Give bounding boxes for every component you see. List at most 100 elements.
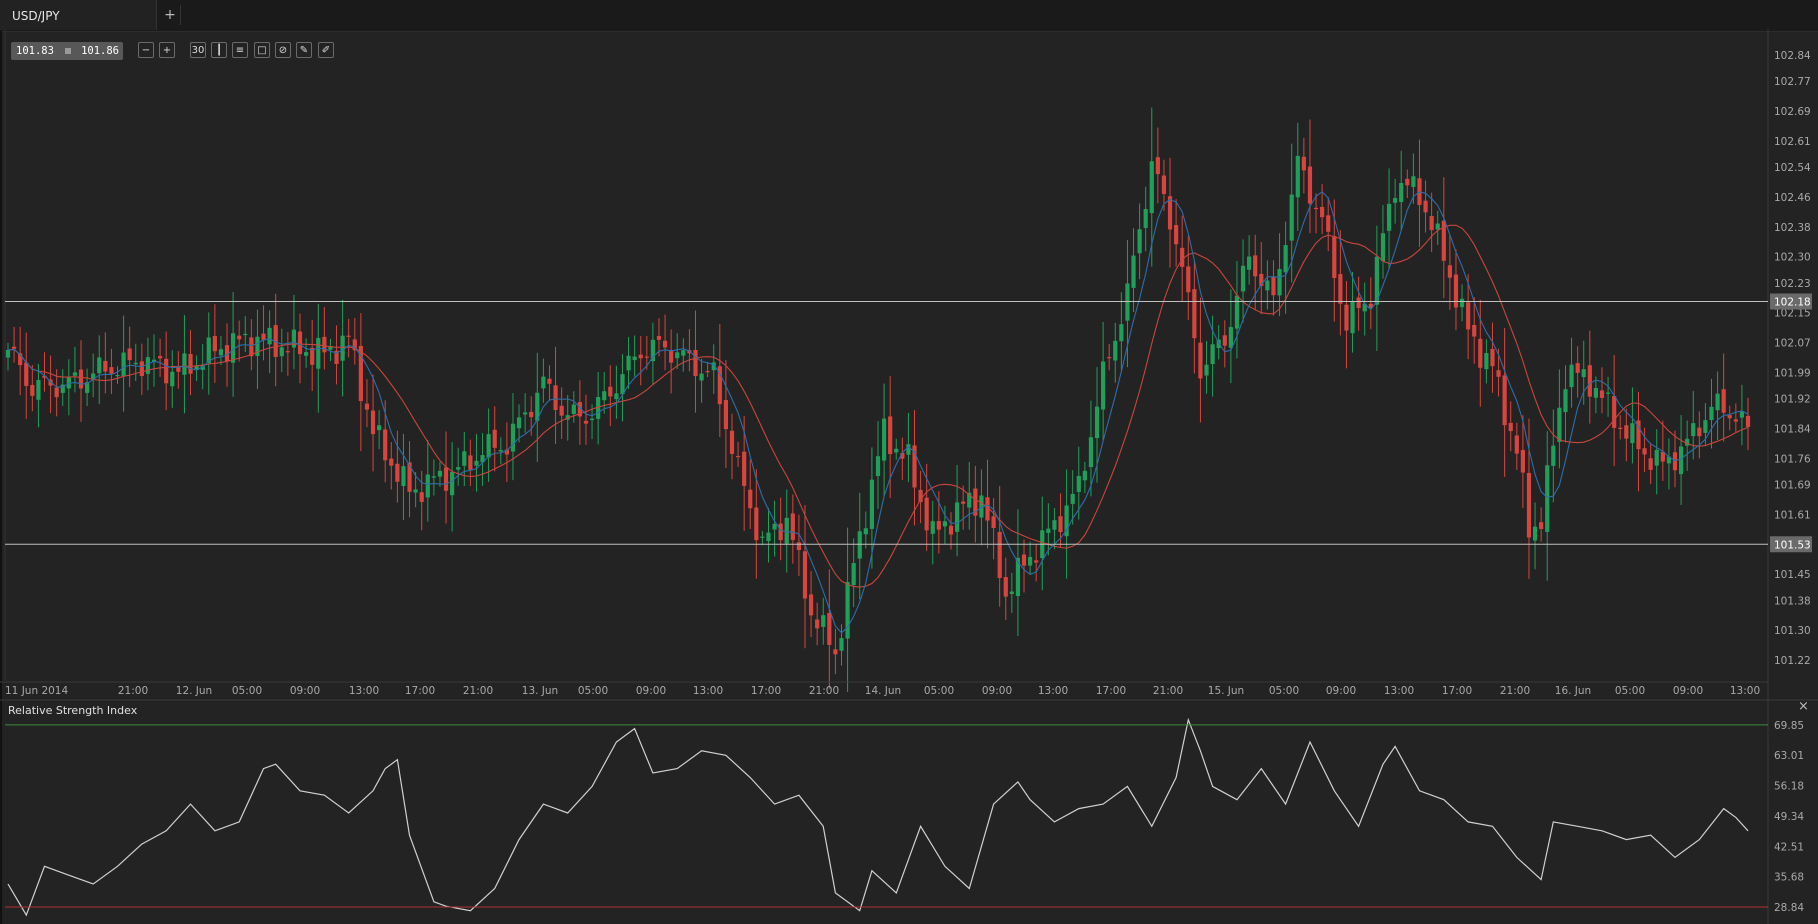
candle-body[interactable] <box>5 350 11 358</box>
candle-body[interactable] <box>961 501 966 504</box>
candle-body[interactable] <box>906 444 911 455</box>
candle-body[interactable] <box>705 371 710 373</box>
candle-body[interactable] <box>869 479 875 529</box>
candle-body[interactable] <box>1605 392 1611 394</box>
candle-body[interactable] <box>401 466 406 487</box>
candle-body[interactable] <box>462 451 467 466</box>
candle-body[interactable] <box>936 521 941 530</box>
candle-body[interactable] <box>991 516 996 529</box>
candle-body[interactable] <box>42 375 47 378</box>
candle-body[interactable] <box>614 393 619 400</box>
candle-body[interactable] <box>1240 265 1246 292</box>
candle-body[interactable] <box>802 551 808 599</box>
candle-body[interactable] <box>273 325 278 357</box>
candle-body[interactable] <box>1076 475 1081 492</box>
candle-body[interactable] <box>1259 273 1264 286</box>
candle-body[interactable] <box>1149 161 1154 214</box>
candle-body[interactable] <box>583 420 589 424</box>
candle-body[interactable] <box>316 337 321 369</box>
candle-body[interactable] <box>11 346 17 349</box>
candle-body[interactable] <box>656 335 662 340</box>
candle-body[interactable] <box>157 356 163 359</box>
candle-body[interactable] <box>468 455 473 470</box>
candle-body[interactable] <box>1447 265 1452 278</box>
candle-body[interactable] <box>596 397 601 419</box>
candle-body[interactable] <box>839 638 844 651</box>
candle-body[interactable] <box>194 365 199 371</box>
candle-body[interactable] <box>328 346 333 350</box>
candle-body[interactable] <box>675 352 680 359</box>
candle-body[interactable] <box>1733 419 1738 422</box>
candle-body[interactable] <box>1612 396 1617 428</box>
candle-body[interactable] <box>1472 324 1477 337</box>
candle-body[interactable] <box>1015 557 1021 597</box>
candle-body[interactable] <box>930 521 935 534</box>
candle-body[interactable] <box>1697 427 1702 437</box>
candle-body[interactable] <box>742 451 747 486</box>
candle-body[interactable] <box>979 495 984 518</box>
candle-body[interactable] <box>1362 303 1367 312</box>
candle-body[interactable] <box>875 456 881 477</box>
candle-body[interactable] <box>918 489 923 503</box>
candle-body[interactable] <box>1113 340 1118 361</box>
candle-body[interactable] <box>1320 206 1325 218</box>
candle-body[interactable] <box>1174 225 1179 245</box>
candle-body[interactable] <box>1636 420 1641 450</box>
candle-body[interactable] <box>973 488 978 516</box>
candle-body[interactable] <box>206 337 211 364</box>
candle-body[interactable] <box>1344 304 1349 331</box>
candle-body[interactable] <box>133 362 138 365</box>
candle-body[interactable] <box>249 337 254 357</box>
candle-body[interactable] <box>103 360 108 372</box>
tab-usdjpy[interactable]: USD/JPY <box>0 0 157 30</box>
candle-body[interactable] <box>1088 437 1094 468</box>
zoom-out-button[interactable]: − <box>138 42 154 58</box>
candle-body[interactable] <box>954 502 960 532</box>
candle-body[interactable] <box>790 513 795 540</box>
candle-body[interactable] <box>1338 274 1343 304</box>
candle-body[interactable] <box>1186 266 1191 293</box>
candle-body[interactable] <box>1739 411 1745 418</box>
candle-body[interactable] <box>1027 556 1033 566</box>
candle-body[interactable] <box>541 376 546 389</box>
candle-body[interactable] <box>650 339 655 362</box>
candle-body[interactable] <box>821 615 826 627</box>
candle-body[interactable] <box>571 404 576 414</box>
candle-body[interactable] <box>395 463 400 482</box>
candle-body[interactable] <box>383 429 388 461</box>
candle-body[interactable] <box>151 359 157 362</box>
candle-body[interactable] <box>364 403 370 410</box>
candle-body[interactable] <box>529 411 534 418</box>
candle-body[interactable] <box>1557 407 1562 442</box>
candle-body[interactable] <box>237 335 242 340</box>
candle-body[interactable] <box>559 405 564 416</box>
candle-body[interactable] <box>1441 220 1446 261</box>
candle-body[interactable] <box>1618 427 1623 429</box>
candle-body[interactable] <box>1593 388 1599 398</box>
candle-body[interactable] <box>851 563 856 586</box>
candle-body[interactable] <box>492 429 497 448</box>
candle-body[interactable] <box>121 352 126 377</box>
candle-body[interactable] <box>60 384 65 393</box>
rsi-close-button[interactable]: × <box>1798 699 1809 714</box>
candle-body[interactable] <box>1034 560 1039 563</box>
candle-body[interactable] <box>760 536 765 538</box>
candle-body[interactable] <box>1058 516 1063 532</box>
candle-body[interactable] <box>1064 505 1069 537</box>
candle-body[interactable] <box>437 470 443 477</box>
candle-body[interactable] <box>924 497 929 531</box>
candle-body[interactable] <box>1563 389 1568 413</box>
candle-body[interactable] <box>78 369 84 389</box>
candle-body[interactable] <box>681 350 686 356</box>
candle-body[interactable] <box>1672 452 1678 471</box>
candle-body[interactable] <box>589 418 595 421</box>
candle-body[interactable] <box>352 339 357 351</box>
pen-button[interactable]: ✐ <box>318 42 334 58</box>
candle-body[interactable] <box>212 335 217 352</box>
candle-body[interactable] <box>334 350 339 365</box>
candle-body[interactable] <box>669 350 674 363</box>
candle-body[interactable] <box>662 340 668 348</box>
candle-body[interactable] <box>1532 526 1538 541</box>
candle-body[interactable] <box>1021 554 1027 566</box>
candle-body[interactable] <box>796 542 802 551</box>
